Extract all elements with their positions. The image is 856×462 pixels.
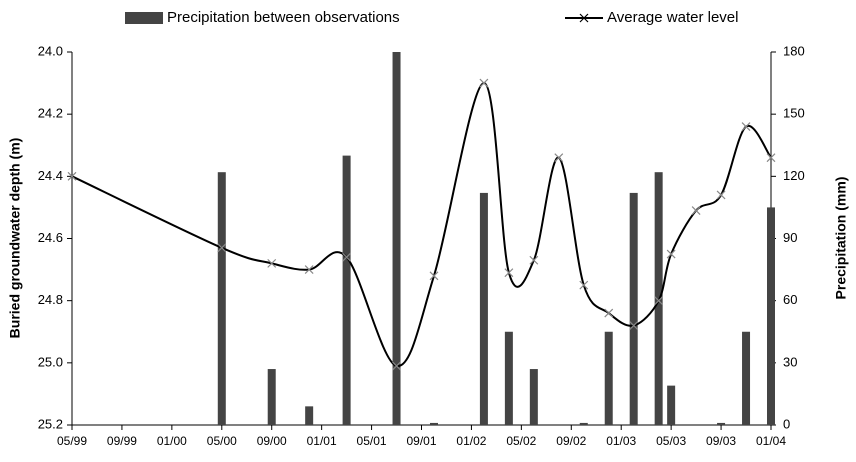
- bar: [504, 331, 513, 425]
- bar: [479, 192, 488, 425]
- x-tick-label: 05/03: [656, 434, 686, 448]
- x-tick-label: 01/01: [307, 434, 337, 448]
- marker: [691, 206, 701, 215]
- y2-tick-label: 180: [783, 43, 805, 58]
- bar: [629, 192, 638, 425]
- bar: [217, 172, 226, 425]
- marker: [629, 321, 639, 330]
- x-tick-label: 09/02: [556, 434, 586, 448]
- legend-label: Average water level: [607, 9, 738, 26]
- bar: [667, 385, 676, 425]
- marker: [429, 271, 439, 281]
- x-tick-label: 09/03: [706, 434, 736, 448]
- y2-tick-label: 60: [783, 292, 797, 307]
- legend-marker: [579, 13, 589, 23]
- marker: [654, 296, 664, 306]
- x-tick-label: 09/99: [107, 434, 137, 448]
- y-tick-label: 24.6: [38, 230, 63, 245]
- bar: [579, 422, 588, 425]
- x-tick-label: 09/01: [406, 434, 436, 448]
- marker: [504, 268, 514, 278]
- bar: [392, 52, 401, 425]
- y-tick-label: 24.2: [38, 106, 63, 121]
- x-tick-label: 05/02: [506, 434, 536, 448]
- marker: [741, 122, 751, 132]
- x-tick-label: 01/04: [756, 434, 786, 448]
- bar: [767, 207, 775, 425]
- marker: [579, 280, 589, 290]
- bar: [742, 331, 751, 425]
- marker: [604, 308, 614, 318]
- bar: [305, 406, 314, 425]
- y-tick-label: 25.2: [38, 416, 63, 431]
- x-tick-label: 05/99: [57, 434, 87, 448]
- marker: [716, 190, 726, 200]
- y-tick-label: 24.8: [38, 292, 63, 307]
- y2-tick-label: 90: [783, 230, 797, 245]
- bar: [429, 422, 438, 425]
- bar: [529, 369, 538, 425]
- y2-tick-label: 120: [783, 168, 805, 183]
- marker: [392, 361, 401, 371]
- y2-tick-label: 30: [783, 354, 797, 369]
- y2-tick-label: 150: [783, 106, 805, 121]
- y-tick-label: 24.0: [38, 43, 63, 58]
- x-tick-label: 01/02: [456, 434, 486, 448]
- x-tick-label: 05/00: [207, 434, 237, 448]
- bar: [717, 422, 726, 425]
- y-tick-label: 24.4: [38, 168, 63, 183]
- marker: [479, 78, 489, 88]
- marker: [766, 153, 776, 163]
- marker: [304, 265, 314, 275]
- x-tick-label: 05/01: [357, 434, 387, 448]
- marker: [666, 249, 676, 259]
- y-tick-label: 25.0: [38, 354, 63, 369]
- x-tick-label: 09/00: [257, 434, 287, 448]
- marker: [67, 171, 77, 181]
- marker: [529, 255, 539, 265]
- x-tick-label: 01/03: [606, 434, 636, 448]
- bar: [267, 369, 276, 425]
- marker: [217, 243, 227, 253]
- marker: [267, 258, 277, 268]
- line: [71, 82, 772, 367]
- legend-swatch: [125, 12, 163, 24]
- marker: [342, 252, 352, 262]
- y2-tick-label: 0: [783, 416, 790, 431]
- legend-label: Precipitation between observations: [167, 9, 400, 26]
- bar: [342, 155, 351, 425]
- y2-axis-title: Precipitation (mm): [833, 177, 849, 300]
- x-tick-label: 01/00: [157, 434, 187, 448]
- marker: [554, 153, 564, 163]
- bar: [604, 331, 613, 425]
- y-axis-title: Buried groundwater depth (m): [7, 138, 23, 339]
